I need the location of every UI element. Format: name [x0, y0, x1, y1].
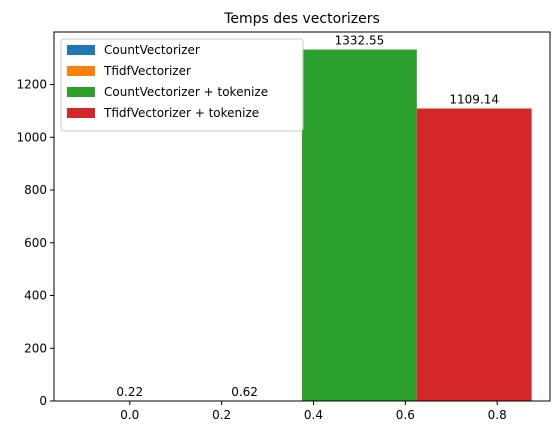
x-tick-label-2: 0.4 — [304, 408, 323, 422]
axes-frame — [53, 31, 551, 402]
bar-2 — [302, 49, 417, 401]
x-tick-label-1: 0.2 — [212, 408, 231, 422]
x-tick-label-0: 0.0 — [120, 408, 139, 422]
chart-title: Temps des vectorizers — [223, 11, 380, 27]
legend-label-3: TfidfVectorizer + tokenize — [103, 106, 259, 120]
legend-swatch-2 — [67, 87, 95, 97]
x-tick-label-3: 0.6 — [396, 408, 415, 422]
legend: CountVectorizer TfidfVectorizer CountVecto… — [60, 38, 304, 132]
y-tick-label-3: 600 — [24, 236, 47, 250]
x-axis: 0.0 0.2 0.4 0.6 0.8 — [120, 401, 507, 422]
y-tick-label-4: 800 — [24, 183, 47, 197]
y-axis: 0 200 400 600 800 1000 1200 — [16, 78, 54, 408]
legend-label-0: CountVectorizer — [104, 43, 200, 57]
y-tick-label-5: 1000 — [16, 130, 47, 144]
data-label-3: 1109.14 — [449, 92, 499, 106]
legend-swatch-0 — [67, 45, 95, 55]
x-tick-label-4: 0.8 — [488, 408, 507, 422]
y-tick-label-0: 0 — [39, 394, 47, 408]
data-label-0: 0.22 — [116, 385, 143, 399]
bars-group — [72, 49, 532, 401]
bar-3 — [416, 108, 532, 401]
legend-frame — [60, 38, 304, 132]
data-labels-group: 0.22 0.62 1332.55 1109.14 — [116, 34, 499, 399]
y-tick-label-6: 1200 — [16, 78, 47, 92]
legend-swatch-1 — [67, 66, 95, 76]
data-label-2: 1332.55 — [335, 34, 385, 48]
legend-label-2: CountVectorizer + tokenize — [104, 85, 268, 99]
legend-swatch-3 — [67, 108, 95, 118]
data-label-1: 0.62 — [231, 385, 258, 399]
legend-label-1: TfidfVectorizer — [103, 64, 191, 78]
y-tick-label-2: 400 — [24, 289, 47, 303]
y-tick-label-1: 200 — [24, 341, 47, 355]
